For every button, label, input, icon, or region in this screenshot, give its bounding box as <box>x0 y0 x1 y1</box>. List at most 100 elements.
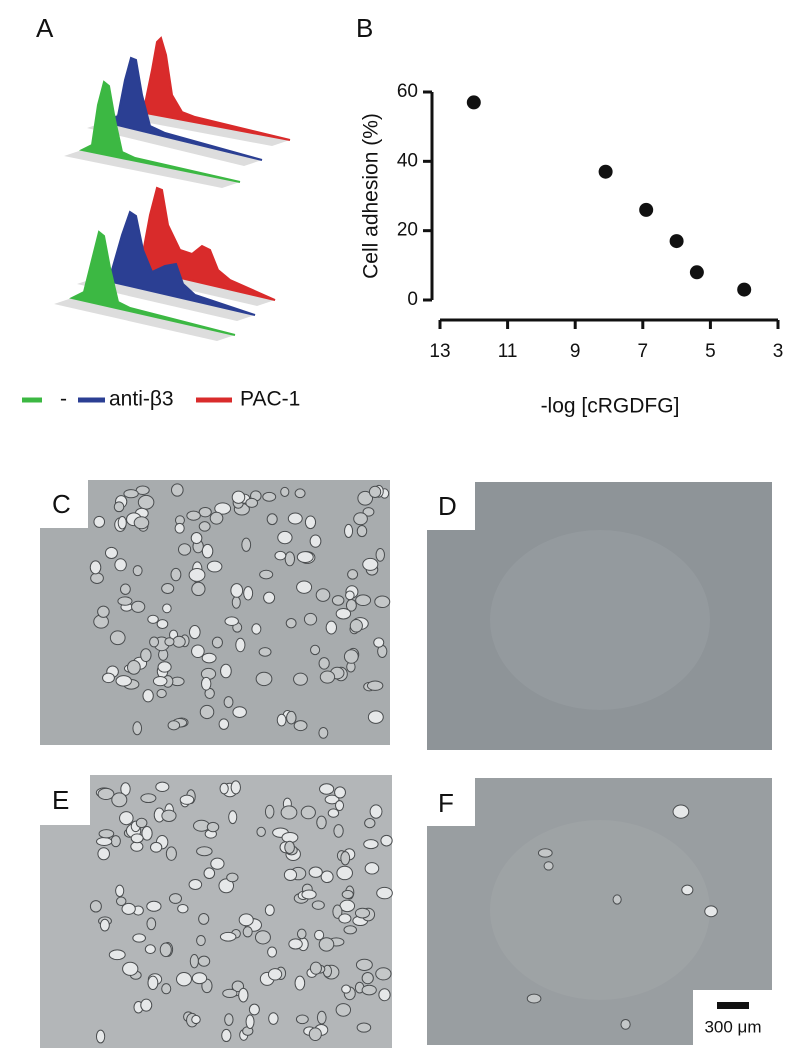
point <box>639 202 654 217</box>
cell <box>222 988 238 999</box>
cell <box>108 949 126 961</box>
cell <box>142 689 154 703</box>
cell <box>147 975 159 991</box>
panel-label: F <box>438 788 454 818</box>
cell <box>170 567 182 582</box>
cell <box>285 617 297 629</box>
cell <box>230 780 241 795</box>
cell <box>161 809 177 822</box>
x-tick-label: 3 <box>773 341 784 362</box>
cell <box>318 657 330 670</box>
cell <box>318 726 329 739</box>
cell <box>375 547 385 562</box>
cell <box>263 591 276 604</box>
cell <box>147 614 159 624</box>
cell <box>537 848 553 858</box>
cell <box>543 861 554 871</box>
cell <box>115 675 132 687</box>
cell <box>364 862 380 875</box>
cell <box>311 900 325 910</box>
cell <box>137 494 155 510</box>
y-tick-label: 0 <box>407 289 418 310</box>
cell <box>324 794 340 805</box>
cell <box>318 937 335 952</box>
cell <box>376 886 393 900</box>
cell <box>93 515 106 528</box>
point <box>669 234 684 249</box>
cell <box>214 502 232 515</box>
cell <box>295 1014 309 1025</box>
cell <box>140 648 152 663</box>
cell <box>335 1003 352 1017</box>
x-tick-label: 11 <box>498 341 518 362</box>
cell <box>116 896 127 906</box>
cell <box>293 672 308 686</box>
cell <box>353 512 368 526</box>
cell <box>176 972 192 987</box>
cell <box>98 829 115 839</box>
cell <box>119 811 134 826</box>
cell <box>681 884 694 896</box>
histograms <box>54 36 291 341</box>
panel-label: D <box>438 491 457 521</box>
cell <box>338 913 352 924</box>
cell <box>211 636 223 649</box>
cell <box>349 618 363 633</box>
cell <box>380 834 393 847</box>
cell <box>110 835 121 848</box>
cell <box>97 847 110 861</box>
cell <box>276 713 287 727</box>
x-tick-label: 9 <box>570 341 581 362</box>
cell <box>206 560 223 573</box>
cell <box>378 988 391 1002</box>
cell <box>191 644 205 658</box>
cell <box>144 944 156 954</box>
cell <box>316 1010 327 1025</box>
cell <box>140 793 157 804</box>
cell <box>111 792 128 808</box>
cell <box>157 661 172 673</box>
scale-bar-label: 300 μm <box>704 1017 761 1036</box>
x-tick-label: 5 <box>705 341 716 362</box>
cell <box>135 817 148 829</box>
cell <box>201 652 217 664</box>
cell <box>262 491 277 502</box>
cell <box>162 603 172 614</box>
cell <box>155 781 170 793</box>
cell <box>159 942 172 958</box>
cell <box>274 550 287 561</box>
point <box>598 164 613 179</box>
cell <box>308 866 323 878</box>
cell <box>314 929 325 941</box>
cell <box>167 720 181 731</box>
cell <box>198 506 212 518</box>
cell <box>308 1027 322 1042</box>
cell <box>188 624 201 640</box>
cell <box>704 905 718 918</box>
cell <box>95 1029 106 1044</box>
cell <box>171 483 184 497</box>
panel-label: C <box>52 489 71 519</box>
y-tick-label: 20 <box>397 220 418 241</box>
cell <box>373 637 385 648</box>
y-axis-title: Cell adhesion (%) <box>360 113 383 279</box>
cell <box>284 551 296 567</box>
cell <box>140 998 153 1012</box>
cell <box>209 511 224 525</box>
panel-label: E <box>52 785 69 815</box>
cell <box>612 894 622 905</box>
cell <box>197 955 211 967</box>
chart: Cell adhesion (%) -log [cRGDFG] 0 20 40 60 1… <box>360 81 784 418</box>
cell <box>293 720 308 732</box>
cell <box>201 543 214 559</box>
cell <box>228 810 238 825</box>
cell <box>238 987 249 1003</box>
cell <box>327 808 340 818</box>
cell <box>296 551 314 563</box>
cell <box>191 972 208 985</box>
cell <box>319 670 336 684</box>
cell <box>223 696 234 709</box>
cell <box>296 580 313 594</box>
cell <box>191 581 206 597</box>
